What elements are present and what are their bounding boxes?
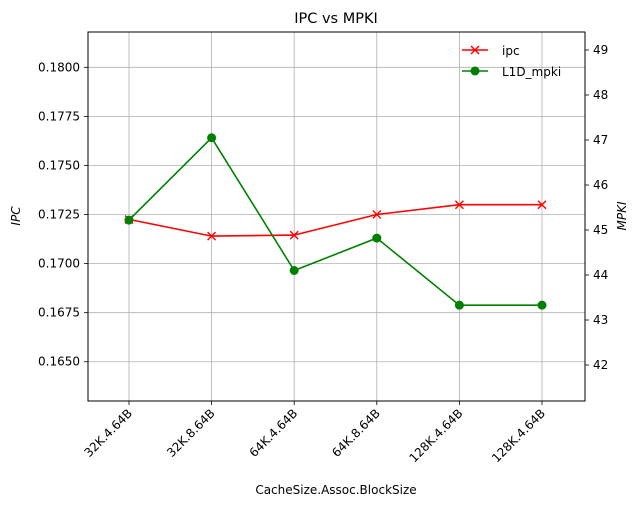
x-axis-label: CacheSize.Assoc.BlockSize bbox=[255, 483, 416, 497]
y-tick-label-right: 47 bbox=[593, 133, 608, 147]
data-point-l1d-mpki bbox=[537, 300, 547, 310]
y-tick-label-left: 0.1800 bbox=[38, 60, 80, 74]
y-tick-label-left: 0.1700 bbox=[38, 257, 80, 271]
legend-marker bbox=[470, 45, 480, 55]
series-line-l1d-mpki bbox=[128, 136, 542, 307]
data-point-l1d-mpki bbox=[454, 300, 464, 310]
chart-title: IPC vs MPKI bbox=[294, 11, 378, 27]
y-tick-label-right: 44 bbox=[593, 268, 608, 282]
y-tick-label-right: 45 bbox=[593, 223, 608, 237]
legend-label: ipc bbox=[502, 44, 520, 58]
legend-marker bbox=[470, 66, 480, 76]
data-point-l1d-mpki bbox=[372, 233, 382, 243]
y-axis-right-label: MPKI bbox=[615, 201, 629, 230]
x-marker-stroke bbox=[372, 210, 382, 220]
x-marker-stroke bbox=[537, 200, 547, 210]
y-tick-label-left: 0.1725 bbox=[38, 208, 80, 222]
y-tick-label-left: 0.1675 bbox=[38, 306, 80, 320]
data-point-ipc bbox=[537, 200, 547, 210]
data-point-ipc bbox=[372, 210, 382, 220]
data-point-l1d-mpki bbox=[289, 266, 299, 275]
plot-area-frame bbox=[87, 31, 586, 402]
series-layer bbox=[124, 133, 547, 310]
y-tick-label-right: 42 bbox=[593, 358, 608, 372]
legend: ipc L1D_mpki bbox=[462, 44, 561, 79]
legend-item-ipc: ipc bbox=[462, 44, 520, 58]
series-line-ipc bbox=[128, 203, 542, 237]
data-point-ipc bbox=[454, 200, 464, 210]
data-point-l1d-mpki bbox=[124, 215, 134, 225]
data-point-l1d-mpki bbox=[207, 133, 217, 143]
y-tick-label-right: 48 bbox=[593, 88, 608, 102]
data-point-ipc bbox=[207, 231, 217, 241]
x-marker-stroke bbox=[470, 45, 480, 55]
y-tick-label-left: 0.1750 bbox=[38, 158, 80, 172]
x-marker-stroke bbox=[207, 231, 217, 241]
y-tick-label-right: 43 bbox=[593, 313, 608, 327]
x-marker-stroke bbox=[454, 200, 464, 210]
y-tick-label-left: 0.1650 bbox=[38, 355, 80, 369]
legend-label: L1D_mpki bbox=[502, 65, 561, 79]
grid bbox=[88, 32, 585, 401]
legend-item-l1d-mpki: L1D_mpki bbox=[462, 65, 561, 79]
y-tick-label-left: 0.1775 bbox=[38, 109, 80, 123]
data-point-ipc bbox=[289, 230, 299, 240]
x-marker-stroke bbox=[289, 230, 299, 240]
y-tick-label-right: 49 bbox=[593, 43, 608, 57]
y-tick-label-right: 46 bbox=[593, 178, 608, 192]
y-axis-left-label: IPC bbox=[9, 206, 23, 226]
